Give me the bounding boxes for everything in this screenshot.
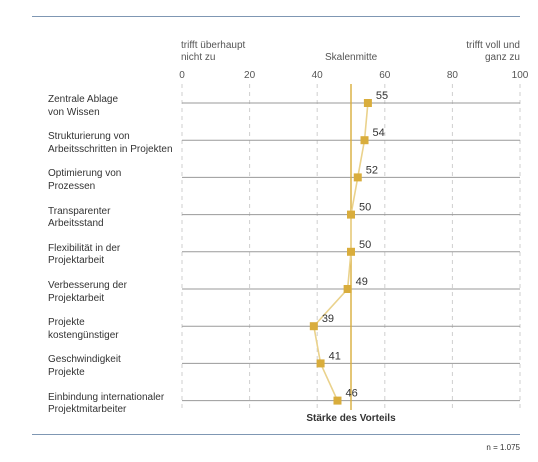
- data-marker: [316, 359, 325, 368]
- data-marker: [360, 136, 369, 145]
- category-label-line: Zentrale Ablage: [48, 94, 119, 105]
- category-label: Strukturierung von Arbeitsschritten in Pr…: [48, 131, 183, 156]
- data-marker: [353, 173, 362, 182]
- header-left-line-2: nicht zu: [181, 51, 216, 63]
- data-marker: [343, 285, 352, 293]
- x-tick-label: 0: [179, 70, 185, 81]
- header-left: trifft überhaupt nicht zu: [181, 40, 245, 63]
- category-label-line: Flexibilität in der: [48, 242, 121, 254]
- category-label-line: Transparenter: [48, 205, 111, 217]
- category-label-line: Projekte: [48, 366, 85, 378]
- category-label-line: Geschwindigkeit: [48, 354, 121, 366]
- footnote: n = 1.075: [486, 443, 520, 452]
- category-label: Geschwindigkeit Projekte: [48, 354, 183, 379]
- category-label: Verbesserung der Projektarbeit: [48, 280, 183, 305]
- category-label: Zentrale Ablage von Wissen: [48, 94, 183, 119]
- x-axis-title: Stärke des Vorteils: [306, 413, 396, 424]
- data-label: 41: [329, 350, 341, 362]
- category-label: Optimierung von Prozessen: [48, 168, 183, 193]
- data-label: 52: [366, 164, 378, 176]
- data-marker: [333, 396, 342, 405]
- header-mid: Skalenmitte: [325, 52, 377, 64]
- category-label-line: Projektarbeit: [48, 292, 105, 304]
- header-left-line-1: trifft überhaupt: [181, 40, 246, 51]
- data-label: 46: [345, 388, 357, 400]
- category-label: Flexibilität in der Projektarbeit: [48, 243, 183, 268]
- header-right-line-2: ganz zu: [484, 51, 520, 63]
- category-label-line: Verbesserung der: [48, 280, 127, 291]
- category-label-line: Optimierung von: [48, 168, 122, 180]
- x-tick-label: 60: [379, 70, 391, 81]
- data-label: 50: [359, 239, 371, 251]
- category-label: Einbindung internationaler Projektmitarbe…: [48, 392, 183, 417]
- category-label-line: kostengünstiger: [48, 329, 119, 341]
- x-tick-label: 40: [312, 70, 324, 81]
- x-tick-label: 80: [447, 70, 459, 81]
- top-rule: [32, 16, 520, 17]
- category-label-line: von Wissen: [48, 106, 100, 118]
- data-label: 39: [322, 313, 334, 325]
- header-mid-label: Skalenmitte: [325, 52, 378, 63]
- data-marker: [347, 210, 355, 219]
- bottom-rule: [32, 434, 520, 435]
- category-label: Transparenter Arbeitsstand: [48, 206, 183, 231]
- category-label-line: Strukturierung von: [48, 131, 130, 143]
- category-label-line: Arbeitsstand: [48, 218, 104, 230]
- category-label-line: Projektarbeit: [48, 255, 105, 267]
- category-label-line: Projektmitarbeiter: [48, 404, 127, 416]
- data-label: 54: [373, 127, 385, 139]
- category-label-line: Arbeitsschritten in Projekten: [48, 143, 173, 155]
- data-label: 49: [356, 276, 368, 288]
- header-right: trifft voll und ganz zu: [466, 40, 520, 63]
- data-marker: [309, 322, 318, 331]
- data-marker: [363, 99, 372, 107]
- data-label: 55: [376, 90, 388, 102]
- x-tick-label: 100: [512, 70, 529, 81]
- category-label-line: Projekte: [48, 317, 85, 329]
- category-label: Projekte kostengünstiger: [48, 317, 183, 342]
- x-tick-label: 20: [244, 70, 256, 81]
- header-right-line-1: trifft voll und: [466, 40, 520, 51]
- data-label: 50: [359, 202, 371, 214]
- category-label-line: Prozessen: [48, 180, 96, 192]
- category-label-line: Einbindung internationaler: [48, 391, 165, 403]
- data-marker: [347, 247, 355, 256]
